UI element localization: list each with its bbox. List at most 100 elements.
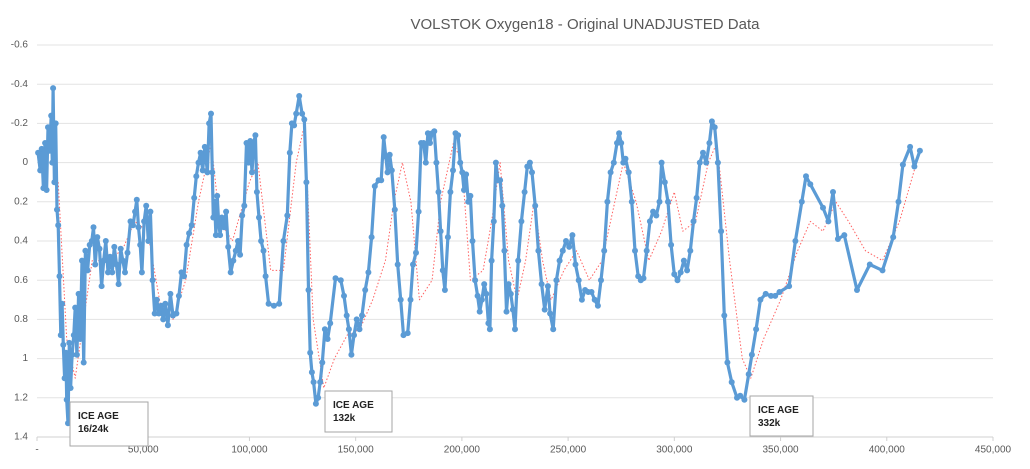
data-point — [616, 130, 623, 137]
data-point — [82, 247, 89, 254]
data-point — [820, 204, 826, 211]
data-point — [341, 292, 347, 299]
data-point — [841, 232, 848, 239]
data-point — [66, 339, 73, 346]
data-point — [541, 306, 548, 313]
data-point — [476, 308, 483, 315]
data-point — [310, 379, 317, 386]
data-point — [447, 189, 454, 195]
x-tick-label: 450,000 — [975, 445, 1012, 456]
data-point — [559, 247, 566, 254]
data-point — [368, 234, 375, 241]
data-point — [708, 118, 715, 125]
data-point — [37, 167, 44, 174]
data-point — [646, 218, 653, 225]
data-point — [130, 222, 136, 229]
data-point — [512, 326, 518, 333]
annotation-text: ICE AGE — [758, 405, 799, 416]
data-point — [499, 202, 506, 209]
data-point — [343, 312, 350, 319]
data-point — [625, 169, 632, 176]
annotation-text: 132k — [333, 413, 356, 424]
data-point — [218, 214, 225, 221]
data-point — [72, 304, 79, 311]
data-point — [245, 159, 252, 166]
data-point — [237, 251, 244, 258]
data-point — [48, 112, 55, 119]
data-point — [75, 290, 82, 297]
y-tick-label: 0.8 — [14, 314, 28, 325]
data-point — [52, 120, 59, 127]
data-point — [550, 326, 557, 333]
data-point — [46, 147, 53, 154]
data-point — [656, 198, 663, 205]
data-point — [485, 320, 492, 327]
data-point — [563, 238, 569, 244]
x-tick-label: - — [35, 445, 38, 456]
data-point — [135, 224, 142, 231]
data-point — [711, 124, 718, 131]
data-point — [463, 171, 470, 178]
data-point — [693, 194, 700, 201]
data-point — [153, 296, 160, 303]
data-point — [151, 310, 158, 317]
data-point — [105, 269, 111, 276]
data-point — [671, 271, 678, 278]
data-point — [296, 93, 303, 99]
data-point — [155, 310, 162, 317]
x-tick-label: 350,000 — [762, 445, 799, 456]
data-point — [230, 257, 237, 264]
data-point — [113, 261, 120, 268]
data-point — [217, 232, 224, 239]
data-point — [467, 192, 474, 199]
data-point — [490, 218, 497, 225]
data-point — [61, 375, 68, 382]
data-point — [138, 269, 145, 276]
data-point — [299, 110, 306, 117]
data-point — [60, 341, 67, 348]
data-point — [262, 273, 269, 280]
data-point — [653, 212, 660, 219]
data-point — [337, 277, 344, 284]
data-point — [890, 234, 897, 241]
data-point — [413, 249, 419, 256]
data-point — [173, 310, 180, 317]
data-point — [404, 330, 411, 337]
data-point — [594, 302, 601, 309]
data-point — [50, 85, 57, 92]
data-point — [431, 128, 438, 135]
data-point — [195, 159, 202, 166]
y-tick-label: 0.4 — [14, 236, 28, 247]
data-point — [252, 132, 259, 139]
data-point — [307, 349, 314, 356]
data-point — [658, 159, 665, 166]
data-point — [141, 218, 148, 225]
data-point — [284, 212, 291, 219]
data-point — [830, 189, 836, 195]
data-point — [792, 238, 799, 244]
data-point — [415, 208, 422, 215]
data-point — [854, 287, 860, 293]
x-tick-label: 200,000 — [444, 445, 481, 456]
data-point — [164, 322, 171, 329]
data-point — [42, 140, 49, 146]
data-point — [607, 169, 614, 176]
annotation: ICE AGE 132k — [324, 390, 393, 433]
data-point — [362, 287, 369, 293]
data-point — [907, 143, 914, 150]
annotation-box — [749, 395, 814, 437]
data-point — [79, 257, 85, 264]
data-point — [481, 281, 488, 288]
data-point — [317, 379, 324, 386]
data-point — [43, 187, 50, 193]
data-point — [433, 159, 440, 166]
data-point — [529, 169, 535, 176]
data-point — [762, 290, 769, 297]
data-point — [569, 232, 576, 239]
data-point — [143, 202, 150, 209]
annotation: ICE AGE 332k — [749, 395, 814, 437]
data-point — [472, 277, 479, 284]
data-point — [305, 287, 312, 293]
data-point — [684, 267, 691, 274]
data-point — [714, 159, 721, 166]
